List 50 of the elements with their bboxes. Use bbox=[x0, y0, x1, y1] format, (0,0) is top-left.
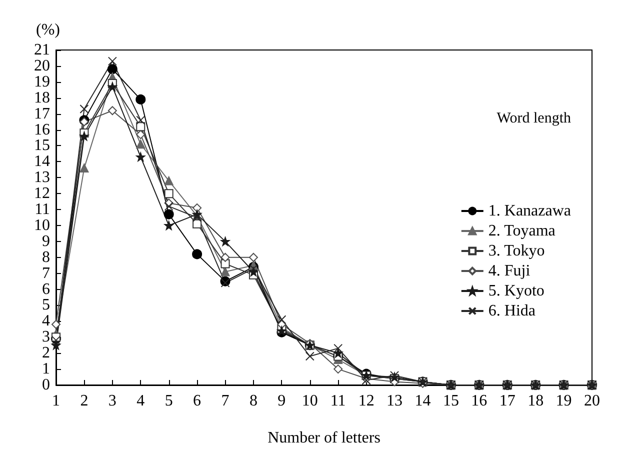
x-tick-label: 3 bbox=[108, 392, 116, 410]
x-tick-label: 12 bbox=[358, 392, 374, 410]
x-tick-label: 16 bbox=[471, 392, 488, 410]
legend-label: 1. Kanazawa bbox=[488, 202, 572, 220]
y-tick-label: 6 bbox=[42, 280, 50, 298]
x-tick-label: 7 bbox=[221, 392, 230, 410]
y-axis-title: (%) bbox=[36, 22, 60, 38]
y-tick-label: 2 bbox=[42, 344, 50, 362]
x-tick-label: 5 bbox=[164, 392, 173, 410]
legend-title: Word length bbox=[496, 110, 572, 126]
x-tick-label: 15 bbox=[442, 392, 459, 410]
y-tick-label: 10 bbox=[34, 216, 50, 234]
legend-label: 3. Tokyo bbox=[488, 242, 545, 260]
y-tick-label: 19 bbox=[34, 73, 50, 90]
y-tick-label: 17 bbox=[34, 105, 50, 122]
y-tick-label: 0 bbox=[42, 376, 50, 394]
x-tick-label: 2 bbox=[80, 392, 88, 410]
x-tick-label: 6 bbox=[193, 392, 202, 410]
y-tick-label: 1 bbox=[42, 360, 50, 378]
y-tick-label: 8 bbox=[42, 248, 50, 266]
y-tick-label: 14 bbox=[34, 153, 50, 170]
y-tick-label: 12 bbox=[34, 185, 50, 202]
x-tick-label: 13 bbox=[386, 392, 403, 410]
y-tick-label: 20 bbox=[34, 57, 50, 74]
x-tick-label: 14 bbox=[414, 392, 431, 410]
y-tick-label: 5 bbox=[42, 296, 50, 314]
legend-label: 2. Toyama bbox=[488, 222, 556, 240]
x-tick-label: 9 bbox=[278, 392, 286, 410]
x-tick-label: 18 bbox=[528, 392, 544, 410]
legend-label: 5. Kyoto bbox=[488, 282, 544, 300]
y-tick-label: 16 bbox=[34, 121, 50, 138]
x-tick-label: 11 bbox=[330, 392, 346, 410]
x-tick-label: 4 bbox=[136, 392, 145, 410]
x-tick-label: 8 bbox=[249, 392, 258, 410]
legend-label: 6. Hida bbox=[488, 302, 536, 320]
y-tick-label: 15 bbox=[34, 137, 50, 154]
y-tick-label: 9 bbox=[42, 232, 50, 250]
legend-label: 4. Fuji bbox=[488, 262, 531, 280]
y-tick-label: 11 bbox=[34, 201, 50, 218]
y-tick-label: 13 bbox=[34, 169, 50, 186]
y-tick-label: 21 bbox=[34, 42, 50, 58]
x-tick-label: 10 bbox=[302, 392, 318, 410]
y-tick-label: 3 bbox=[42, 328, 50, 346]
x-tick-label: 17 bbox=[499, 392, 516, 410]
x-tick-label: 20 bbox=[584, 392, 600, 410]
y-tick-label: 7 bbox=[42, 264, 50, 282]
x-axis-title: Number of letters bbox=[268, 430, 380, 446]
y-tick-label: 18 bbox=[34, 89, 50, 106]
y-tick-label: 4 bbox=[42, 312, 50, 330]
x-tick-label: 19 bbox=[556, 392, 572, 410]
